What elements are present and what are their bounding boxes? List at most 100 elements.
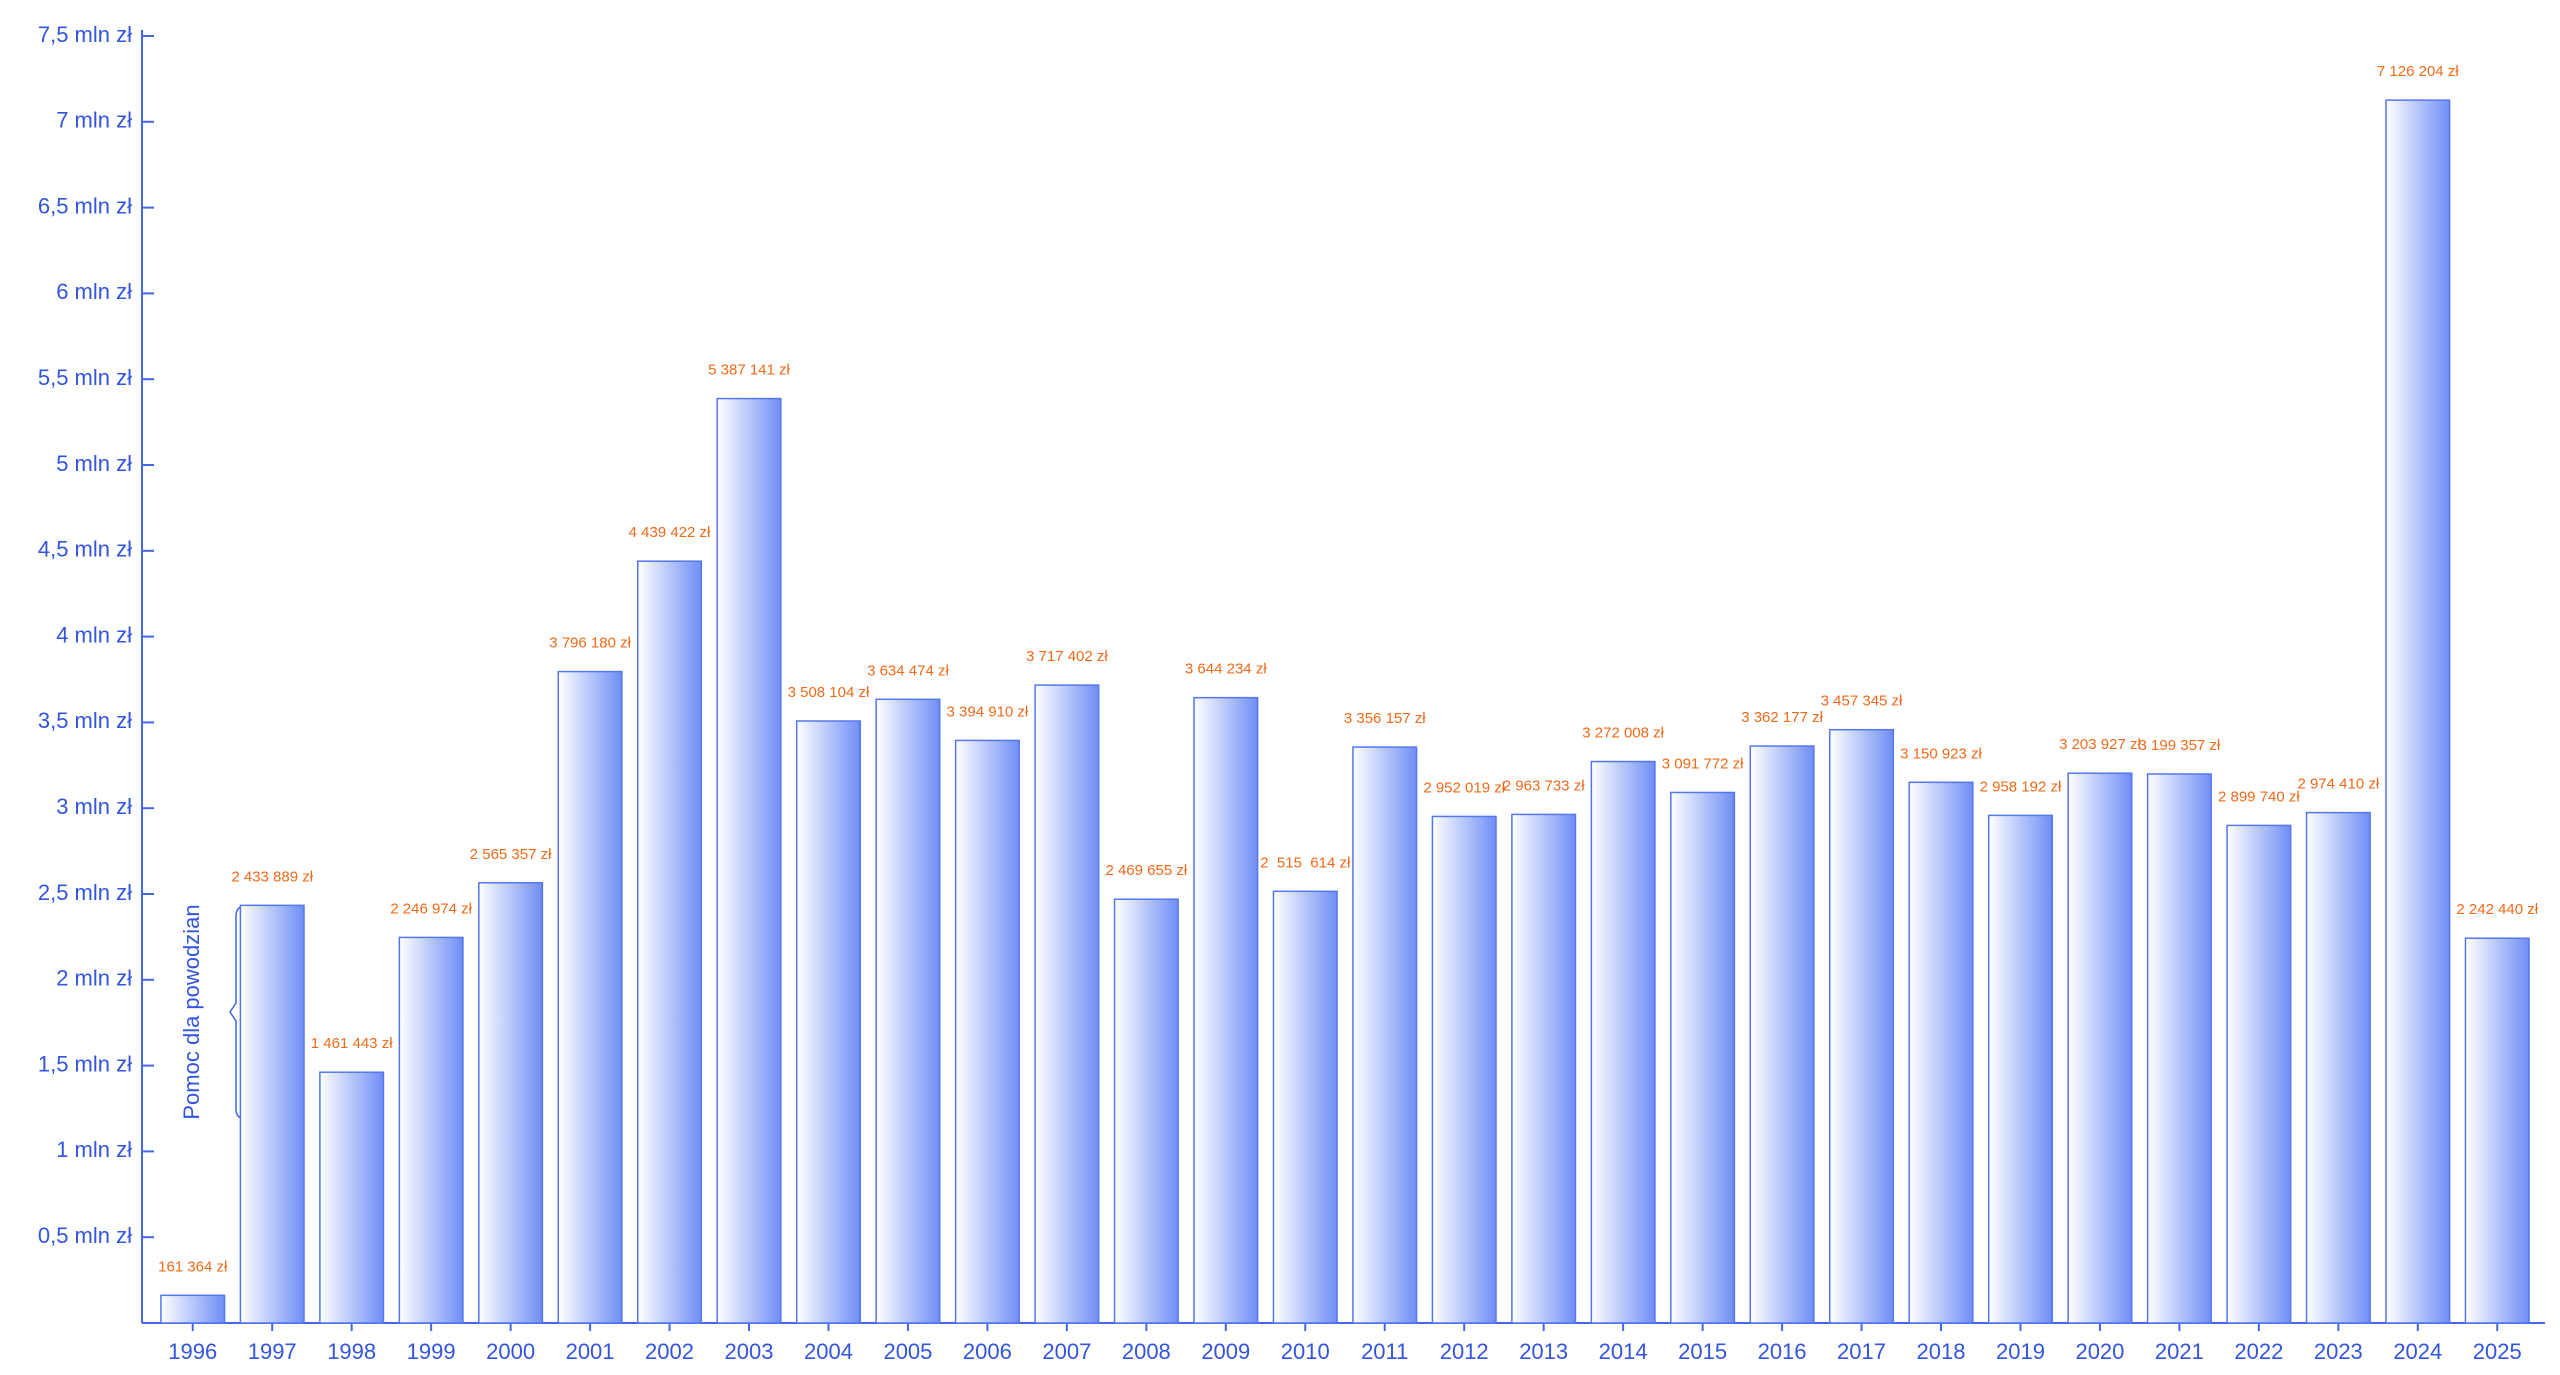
bar bbox=[319, 1071, 385, 1324]
x-tick-label: 2016 bbox=[1758, 1339, 1807, 1364]
bar bbox=[716, 397, 782, 1324]
bar bbox=[478, 882, 544, 1324]
x-tick-label: 2003 bbox=[725, 1339, 774, 1364]
y-tick-label: 5,5 mln zł bbox=[38, 365, 132, 390]
x-tick-label: 2023 bbox=[2314, 1339, 2363, 1364]
bar bbox=[1511, 813, 1577, 1324]
value-label: 3 457 345 zł bbox=[1821, 693, 1903, 710]
x-tick-label: 2001 bbox=[566, 1339, 615, 1364]
value-label: 3 091 772 zł bbox=[1662, 755, 1744, 772]
x-tick-label: 1999 bbox=[407, 1339, 456, 1364]
x-tick-label: 2009 bbox=[1201, 1339, 1250, 1364]
y-tick-label: 4,5 mln zł bbox=[38, 537, 132, 562]
bar bbox=[160, 1294, 226, 1324]
value-label: 2 963 733 zł bbox=[1503, 777, 1585, 794]
y-tick-label: 1 mln zł bbox=[56, 1137, 132, 1162]
value-label: 3 796 180 zł bbox=[549, 635, 631, 652]
x-tick-label: 2022 bbox=[2234, 1339, 2283, 1364]
y-tick-label: 3,5 mln zł bbox=[38, 708, 132, 733]
x-tick-label: 1998 bbox=[327, 1339, 376, 1364]
x-tick-label: 2010 bbox=[1281, 1339, 1330, 1364]
bar bbox=[1034, 684, 1100, 1324]
x-tick-label: 2019 bbox=[1996, 1339, 2045, 1364]
y-tick-label: 6 mln zł bbox=[56, 279, 132, 304]
bar bbox=[1590, 760, 1656, 1324]
x-tick-label: 2015 bbox=[1678, 1339, 1727, 1364]
bar bbox=[557, 670, 623, 1324]
value-label: 161 364 zł bbox=[158, 1258, 228, 1275]
x-tick-label: 1996 bbox=[168, 1339, 217, 1364]
bar bbox=[1908, 781, 1974, 1324]
value-label: 2 974 410 zł bbox=[2297, 776, 2379, 793]
y-tick-label: 7 mln zł bbox=[56, 108, 132, 133]
bar bbox=[2226, 824, 2292, 1324]
x-tick-label: 2004 bbox=[804, 1339, 853, 1364]
bar bbox=[1113, 898, 1179, 1324]
bar bbox=[239, 904, 305, 1324]
x-tick-label: 2007 bbox=[1042, 1339, 1091, 1364]
x-tick-label: 2008 bbox=[1122, 1339, 1171, 1364]
value-label: 7 126 204 zł bbox=[2377, 63, 2459, 80]
x-tick-label: 2013 bbox=[1519, 1339, 1568, 1364]
bar bbox=[1193, 696, 1259, 1324]
bar bbox=[2146, 773, 2212, 1324]
value-label: 3 362 177 zł bbox=[1741, 709, 1823, 726]
x-tick-label: 2005 bbox=[883, 1339, 932, 1364]
value-label: 2 469 655 zł bbox=[1105, 862, 1187, 879]
value-label: 3 717 402 zł bbox=[1026, 648, 1108, 665]
value-label: 3 356 157 zł bbox=[1344, 710, 1426, 727]
x-tick-label: 2024 bbox=[2393, 1339, 2442, 1364]
x-tick-label: 2002 bbox=[645, 1339, 694, 1364]
value-label: 2 565 357 zł bbox=[470, 846, 552, 863]
y-tick-label: 3 mln zł bbox=[56, 794, 132, 819]
value-label: 4 439 422 zł bbox=[629, 524, 711, 541]
value-label: 2 433 889 zł bbox=[231, 868, 313, 885]
bar bbox=[1431, 815, 1497, 1324]
y-tick-label: 2 mln zł bbox=[56, 966, 132, 991]
y-tick-label: 6,5 mln zł bbox=[38, 193, 132, 218]
y-tick-label: 4 mln zł bbox=[56, 622, 132, 647]
y-tick-label: 7,5 mln zł bbox=[38, 22, 132, 47]
bar bbox=[2385, 99, 2451, 1324]
bar bbox=[2464, 937, 2530, 1324]
bar bbox=[1670, 791, 1736, 1324]
value-label: 1 461 443 zł bbox=[311, 1035, 393, 1052]
value-label: 3 199 357 zł bbox=[2139, 737, 2221, 754]
bar bbox=[1352, 746, 1418, 1324]
bar bbox=[1828, 728, 1895, 1324]
bar bbox=[954, 739, 1020, 1324]
value-label: 3 272 008 zł bbox=[1582, 724, 1664, 741]
annotation: Pomoc dla powodzian bbox=[179, 904, 204, 1119]
value-label: 2 952 019 zł bbox=[1423, 779, 1505, 796]
bar bbox=[1987, 814, 2054, 1324]
x-tick-label: 2006 bbox=[963, 1339, 1012, 1364]
value-label: 2 899 740 zł bbox=[2218, 788, 2300, 805]
value-label: 2 246 974 zł bbox=[390, 900, 472, 917]
value-label: 3 508 104 zł bbox=[788, 684, 870, 701]
y-tick-label: 1,5 mln zł bbox=[38, 1051, 132, 1076]
value-label: 2 515 614 zł bbox=[1260, 854, 1351, 871]
value-label: 2 958 192 zł bbox=[1980, 778, 2062, 795]
value-label: 3 634 474 zł bbox=[867, 662, 949, 679]
value-label: 3 394 910 zł bbox=[947, 703, 1029, 720]
x-tick-label: 2021 bbox=[2155, 1339, 2204, 1364]
bar bbox=[795, 720, 862, 1324]
value-label: 5 387 141 zł bbox=[708, 362, 790, 379]
bar bbox=[636, 560, 703, 1324]
bar bbox=[875, 698, 941, 1324]
x-tick-label: 2025 bbox=[2473, 1339, 2522, 1364]
value-label: 3 150 923 zł bbox=[1900, 745, 1982, 762]
bar bbox=[2305, 811, 2371, 1324]
bar bbox=[2067, 772, 2133, 1324]
value-label: 3 644 234 zł bbox=[1185, 661, 1267, 678]
x-tick-label: 2011 bbox=[1361, 1339, 1408, 1364]
x-tick-label: 2000 bbox=[486, 1339, 535, 1364]
value-label: 2 242 440 zł bbox=[2456, 901, 2538, 918]
y-tick-label: 5 mln zł bbox=[56, 451, 132, 476]
bar bbox=[398, 936, 464, 1324]
y-tick-label: 2,5 mln zł bbox=[38, 880, 132, 905]
x-tick-label: 2020 bbox=[2075, 1339, 2124, 1364]
bar bbox=[1749, 745, 1815, 1324]
y-tick-label: 0,5 mln zł bbox=[38, 1223, 132, 1248]
